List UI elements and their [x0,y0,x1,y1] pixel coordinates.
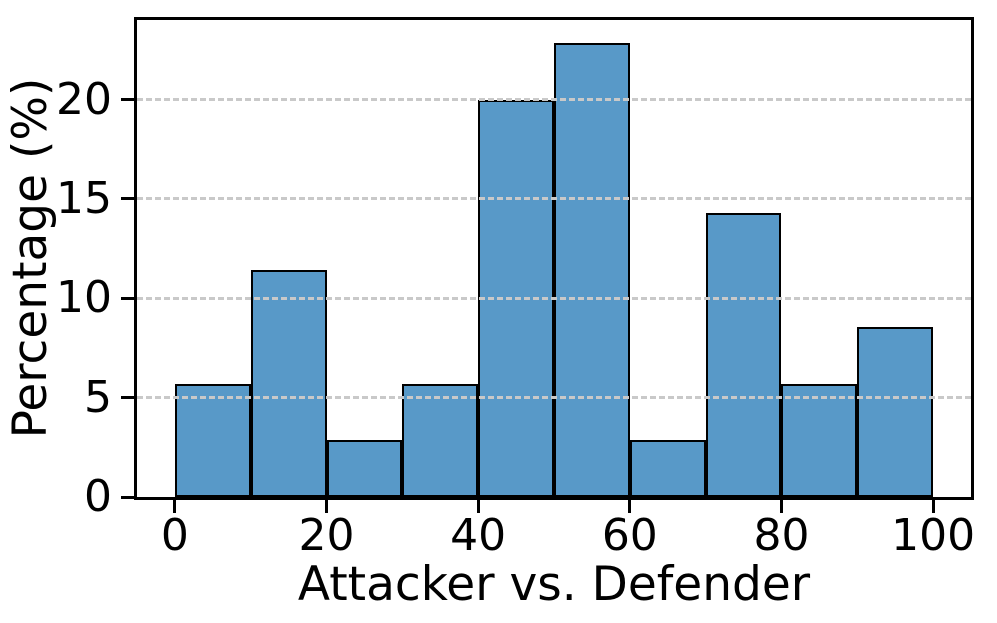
x-tick-mark [628,500,632,513]
histogram-bar [174,383,251,497]
x-tick-mark [779,500,783,513]
x-tick-label: 100 [891,510,976,561]
x-tick-label: 40 [450,510,507,561]
y-gridline [137,197,971,201]
histogram-bar [629,440,706,497]
histogram-bar [781,383,858,497]
histogram-bar [402,383,479,497]
y-tick-label: 0 [84,471,112,522]
histogram-bar [250,269,327,497]
y-tick-mark [121,495,134,499]
y-gridline [137,98,971,101]
histogram-bar [857,326,934,497]
x-tick-label: 60 [601,510,658,561]
y-tick-label: 10 [56,272,112,324]
x-axis-label: Attacker vs. Defender [297,557,811,612]
histogram-bar [705,213,782,497]
x-tick-label: 80 [753,510,810,561]
y-tick-label: 20 [56,73,112,125]
y-gridline [137,396,971,400]
plot-area [134,17,974,500]
y-tick-label: 5 [84,371,112,423]
y-tick-mark [121,396,134,400]
y-tick-mark [121,296,134,300]
y-tick-mark [121,98,134,101]
y-gridline [137,296,971,300]
x-tick-mark [476,500,480,513]
y-tick-label: 15 [56,172,112,224]
x-tick-label: 20 [298,510,355,561]
y-tick-mark [121,197,134,201]
histogram-bar [554,42,630,497]
x-tick-label: 0 [160,510,189,561]
histogram-bar [326,440,403,497]
y-axis-label: Percentage (%) [3,77,58,439]
x-tick-mark [325,500,329,513]
x-tick-mark [931,500,935,513]
x-tick-mark [173,500,177,513]
